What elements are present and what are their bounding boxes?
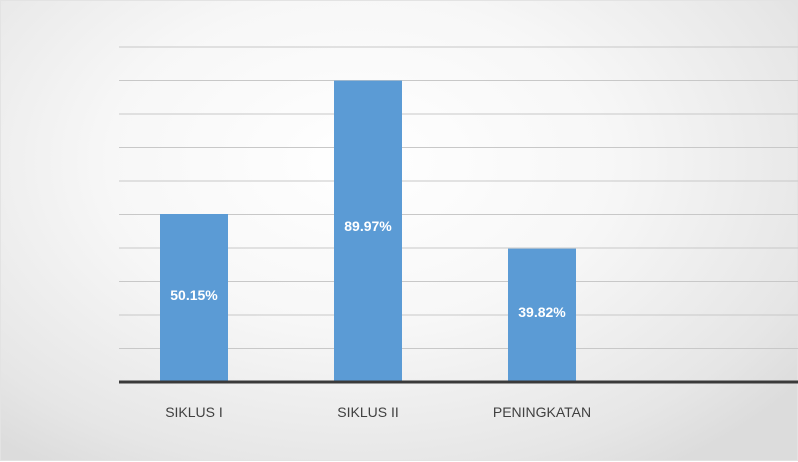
x-tick-label: SIKLUS I [165,404,223,420]
bar-siklus-ii [334,80,402,383]
data-label: 50.15% [170,287,218,303]
bars [160,80,576,383]
x-tick-label: SIKLUS II [337,404,398,420]
bar-peningkatan [508,248,576,382]
x-tick-label: PENINGKATAN [493,404,591,420]
gridlines [119,46,798,349]
bar-siklus-i [160,213,228,382]
data-labels: 50.15% 89.97% 39.82% [170,218,566,320]
data-label: 39.82% [518,304,566,320]
x-axis-tick-labels: SIKLUS I SIKLUS II PENINGKATAN [165,404,591,420]
data-label: 89.97% [344,218,392,234]
